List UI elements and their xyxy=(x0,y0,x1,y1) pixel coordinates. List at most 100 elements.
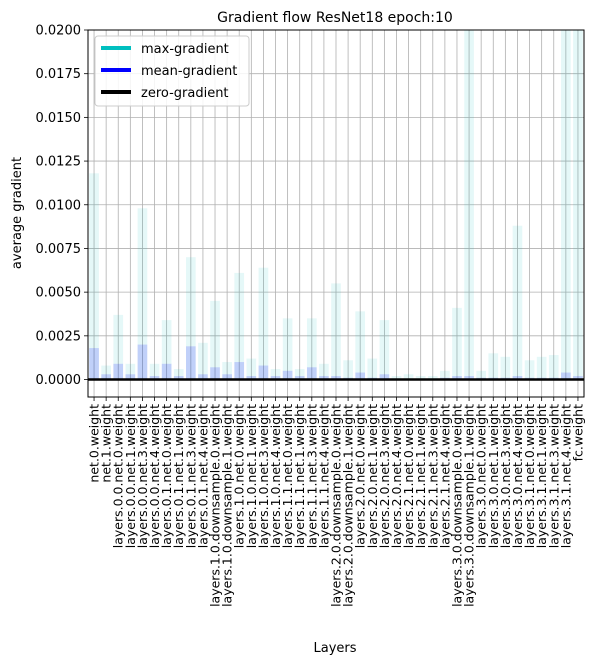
legend-label-mean: mean-gradient xyxy=(141,64,237,79)
x-tick-label: net.0.weight xyxy=(87,404,102,483)
bar-mean-gradient xyxy=(101,374,111,380)
bar-mean-gradient xyxy=(198,374,208,380)
bar-max-gradient xyxy=(524,360,535,380)
bar-max-gradient xyxy=(246,358,257,380)
bar-max-gradient xyxy=(379,320,390,380)
bar-mean-gradient xyxy=(125,374,136,380)
bar-mean-gradient xyxy=(512,376,523,380)
bar-max-gradient xyxy=(355,311,366,380)
bar-mean-gradient xyxy=(137,344,148,380)
bar-max-gradient xyxy=(270,369,281,380)
bar-max-gradient xyxy=(536,356,547,380)
x-tick-label: layers.0.0.net.1.weight xyxy=(123,404,138,548)
x-tick-label: layers.2.0.net.0.weight xyxy=(353,404,368,548)
bar-mean-gradient xyxy=(355,372,366,380)
bar-mean-gradient xyxy=(379,374,390,380)
bar-max-gradient xyxy=(222,362,232,380)
bar-max-gradient xyxy=(464,30,474,380)
x-tick-label: layers.2.1.net.0.weight xyxy=(401,404,416,548)
y-tick-label: 0.0125 xyxy=(36,155,82,170)
bar-max-gradient xyxy=(149,363,160,380)
bar-mean-gradient xyxy=(113,363,124,380)
bar-mean-gradient xyxy=(89,348,99,380)
bar-max-gradient xyxy=(367,358,378,380)
bar-max-gradient xyxy=(173,369,184,380)
bar-max-gradient xyxy=(113,314,124,380)
x-tick-label: layers.3.0.net.4.weight xyxy=(510,404,525,548)
bar-max-gradient xyxy=(137,208,148,380)
x-tick-label: layers.0.1.net.3.weight xyxy=(183,404,198,548)
bar-max-gradient xyxy=(331,283,341,380)
x-tick-label: layers.0.1.net.4.weight xyxy=(195,404,210,548)
bar-max-gradient xyxy=(198,342,208,380)
bar-max-gradient xyxy=(258,267,269,380)
bar-mean-gradient xyxy=(161,363,172,380)
bar-max-gradient xyxy=(89,173,99,380)
bar-mean-gradient xyxy=(306,367,317,380)
bar-mean-gradient xyxy=(246,376,257,380)
legend-label-zero: zero-gradient xyxy=(141,86,229,101)
bar-max-gradient xyxy=(161,320,172,380)
chart-title: Gradient flow ResNet18 epoch:10 xyxy=(217,10,453,26)
x-tick-label: layers.2.1.net.3.weight xyxy=(425,404,440,548)
bar-max-gradient xyxy=(185,257,196,380)
bar-max-gradient xyxy=(282,318,293,380)
bar-mean-gradient xyxy=(234,362,245,380)
x-tick-label: layers.1.0.net.0.weight xyxy=(232,404,247,548)
x-tick-label: layers.1.0.net.3.weight xyxy=(256,404,271,548)
bar-mean-gradient xyxy=(573,376,583,380)
x-tick-label: layers.2.0.net.1.weight xyxy=(365,404,380,548)
legend: max-gradient mean-gradient zero-gradient xyxy=(94,35,250,107)
x-tick-label: layers.0.0.net.0.weight xyxy=(111,404,126,548)
x-tick-label: layers.3.0.downsample.0.weight xyxy=(449,404,464,607)
bar-max-gradient xyxy=(319,363,329,380)
bar-mean-gradient xyxy=(210,367,220,380)
y-tick-label: 0.0175 xyxy=(36,67,82,82)
bar-max-gradient xyxy=(512,225,523,380)
bar-max-gradient xyxy=(234,272,245,380)
x-tick-label: layers.3.0.downsample.1.weight xyxy=(462,404,477,607)
bar-mean-gradient xyxy=(331,376,341,380)
bar-max-gradient xyxy=(125,363,136,380)
legend-label-max: max-gradient xyxy=(141,42,229,57)
bar-max-gradient xyxy=(561,30,571,380)
x-tick-label: layers.1.0.net.1.weight xyxy=(244,404,259,548)
x-tick-label: layers.2.1.net.1.weight xyxy=(413,404,428,548)
x-tick-label: layers.3.0.net.3.weight xyxy=(498,404,513,548)
bar-mean-gradient xyxy=(270,376,281,380)
bar-mean-gradient xyxy=(149,376,160,380)
bar-max-gradient xyxy=(391,376,402,380)
x-axis: net.0.weightnet.1.weightlayers.0.0.net.0… xyxy=(87,397,585,607)
bar-max-gradient xyxy=(452,307,462,380)
bar-mean-gradient xyxy=(222,374,232,380)
x-tick-label: layers.2.0.net.3.weight xyxy=(377,404,392,548)
x-tick-label: layers.2.0.downsample.1.weight xyxy=(341,404,356,607)
bar-max-gradient xyxy=(440,370,450,380)
x-tick-label: layers.3.1.net.1.weight xyxy=(534,404,549,548)
x-tick-label: layers.3.1.net.4.weight xyxy=(558,404,573,548)
bar-mean-gradient xyxy=(173,376,184,380)
bar-mean-gradient xyxy=(258,365,269,380)
x-tick-label: layers.1.1.net.0.weight xyxy=(280,404,295,548)
bar-max-gradient xyxy=(500,356,511,380)
y-tick-label: 0.0100 xyxy=(36,198,82,213)
bar-mean-gradient xyxy=(294,376,305,380)
x-tick-label: layers.2.1.net.4.weight xyxy=(437,404,452,548)
bar-max-gradient xyxy=(403,374,414,380)
bar-max-gradient xyxy=(306,318,317,380)
x-tick-label: layers.2.0.net.4.weight xyxy=(389,404,404,548)
bar-max-gradient xyxy=(427,376,438,380)
y-tick-label: 0.0000 xyxy=(36,373,82,388)
y-tick-label: 0.0200 xyxy=(36,24,82,39)
x-tick-label: layers.1.0.downsample.0.weight xyxy=(208,404,223,607)
x-tick-label: layers.1.1.net.3.weight xyxy=(304,404,319,548)
y-axis-label: average gradient xyxy=(10,157,25,269)
x-tick-label: layers.0.0.net.3.weight xyxy=(135,404,150,548)
x-tick-label: layers.3.0.net.0.weight xyxy=(474,404,489,548)
x-tick-label: layers.3.1.net.0.weight xyxy=(522,404,537,548)
x-tick-label: fc.weight xyxy=(570,404,585,461)
bar-mean-gradient xyxy=(452,376,462,380)
y-tick-label: 0.0025 xyxy=(36,329,82,344)
legend-box xyxy=(94,35,250,107)
x-tick-label: layers.2.0.downsample.0.weight xyxy=(329,404,344,607)
